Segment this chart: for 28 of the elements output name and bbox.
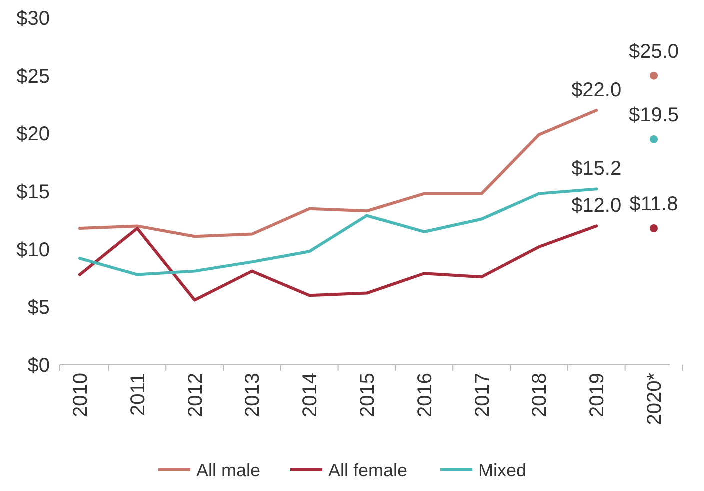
x-tick-label: 2020* [644,372,666,426]
data-label: $25.0 [628,40,680,63]
line-series [78,224,598,302]
x-tick-label: 2012 [184,373,207,418]
y-tick-label: $0 [28,355,50,377]
x-tick-label: 2018 [529,373,552,418]
y-tick-label: $15 [16,182,50,204]
y-tick-label: $30 [16,8,50,30]
x-tick-label: 2015 [357,373,379,418]
x-tick-label: 2019 [586,373,609,418]
x-tick-label: 2013 [242,373,264,418]
y-tick-label: $10 [16,239,50,262]
x-tick-label: 2010 [70,373,92,418]
data-label: $19.5 [628,104,680,126]
legend-label: Mixed [478,460,527,480]
legend-label: All male [196,460,261,480]
data-label: $11.8 [630,194,678,216]
x-tick-label: 2011 [127,373,150,416]
y-tick-label: $5 [28,297,50,320]
x-tick-label: 2016 [414,373,436,418]
x-tick-label: 2014 [300,373,322,418]
x-tick-label: 2017 [472,373,494,418]
y-tick-label: $20 [16,124,50,146]
data-label: $22.0 [572,80,622,102]
y-tick-label: $25 [16,66,50,88]
data-label: $15.2 [572,158,622,180]
data-label: $12.0 [572,195,622,218]
legend-label: All female [328,460,408,480]
